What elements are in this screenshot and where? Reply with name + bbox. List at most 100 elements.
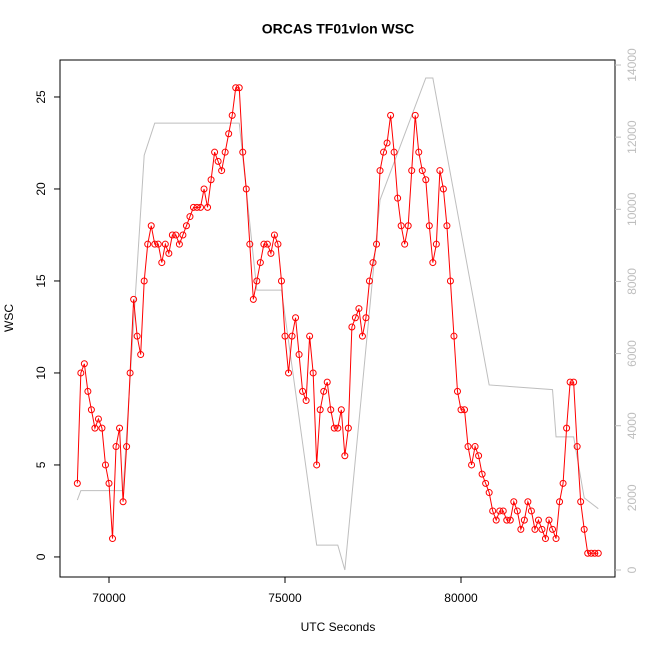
point <box>418 167 426 175</box>
point <box>316 406 324 414</box>
point <box>200 185 208 193</box>
y-tick-label: 20 <box>34 182 48 196</box>
point <box>348 323 356 331</box>
point <box>267 249 275 257</box>
point <box>422 176 430 184</box>
point <box>256 259 264 267</box>
point <box>489 507 497 515</box>
point <box>126 369 134 377</box>
point <box>545 516 553 524</box>
point <box>98 424 106 432</box>
point <box>182 222 190 230</box>
point <box>232 84 240 92</box>
point <box>80 360 88 368</box>
point <box>84 387 92 395</box>
point <box>94 415 102 423</box>
point <box>506 516 514 524</box>
point <box>214 157 222 165</box>
point <box>313 461 321 469</box>
y-tick-label: 10 <box>34 366 48 380</box>
series-line <box>76 77 599 571</box>
point <box>591 549 599 557</box>
point <box>563 424 571 432</box>
point <box>137 351 145 359</box>
point <box>105 479 113 487</box>
point <box>295 351 303 359</box>
point <box>552 535 560 543</box>
point <box>246 240 254 248</box>
point <box>358 332 366 340</box>
point <box>161 240 169 248</box>
point <box>207 176 215 184</box>
series-line <box>76 87 599 554</box>
point <box>383 139 391 147</box>
point <box>492 516 500 524</box>
point <box>109 535 117 543</box>
point <box>165 249 173 257</box>
point <box>186 213 194 221</box>
point <box>457 406 465 414</box>
point <box>73 479 81 487</box>
y-axis-label: WSC <box>2 304 16 332</box>
point <box>475 452 483 460</box>
point <box>204 203 212 211</box>
point <box>411 111 419 119</box>
point <box>432 240 440 248</box>
point <box>288 332 296 340</box>
point <box>373 240 381 248</box>
point <box>344 424 352 432</box>
point <box>112 443 120 451</box>
point <box>292 314 300 322</box>
point <box>482 479 490 487</box>
point <box>144 240 152 248</box>
point <box>140 277 148 285</box>
point <box>147 222 155 230</box>
point <box>464 443 472 451</box>
point <box>277 277 285 285</box>
point <box>531 525 539 533</box>
point <box>510 498 518 506</box>
point <box>401 240 409 248</box>
point <box>594 549 602 557</box>
point <box>429 259 437 267</box>
y-tick-label: 25 <box>34 90 48 104</box>
point <box>154 240 162 248</box>
point <box>355 305 363 313</box>
point <box>281 332 289 340</box>
point <box>408 167 416 175</box>
point <box>285 369 293 377</box>
point <box>211 148 219 156</box>
plot-frame <box>59 59 616 578</box>
point <box>87 406 95 414</box>
x-tick-label: 70000 <box>92 591 126 605</box>
y2-tick-label: 0 <box>625 566 639 573</box>
point <box>499 507 507 515</box>
point <box>123 443 131 451</box>
point <box>520 516 528 524</box>
x-axis-label: UTC Seconds <box>301 620 376 634</box>
point <box>534 516 542 524</box>
point <box>179 231 187 239</box>
point <box>453 387 461 395</box>
point <box>309 369 317 377</box>
point <box>228 111 236 119</box>
point <box>320 387 328 395</box>
point <box>327 406 335 414</box>
point <box>133 332 141 340</box>
point <box>577 498 585 506</box>
point <box>566 378 574 386</box>
point <box>351 314 359 322</box>
point <box>242 185 250 193</box>
point <box>239 148 247 156</box>
y-tick-label: 15 <box>34 274 48 288</box>
point <box>263 240 271 248</box>
point <box>302 397 310 405</box>
y2-tick-label: 2000 <box>625 484 639 511</box>
point <box>197 203 205 211</box>
point <box>218 167 226 175</box>
point <box>101 461 109 469</box>
point <box>549 525 557 533</box>
point <box>362 314 370 322</box>
point <box>270 231 278 239</box>
